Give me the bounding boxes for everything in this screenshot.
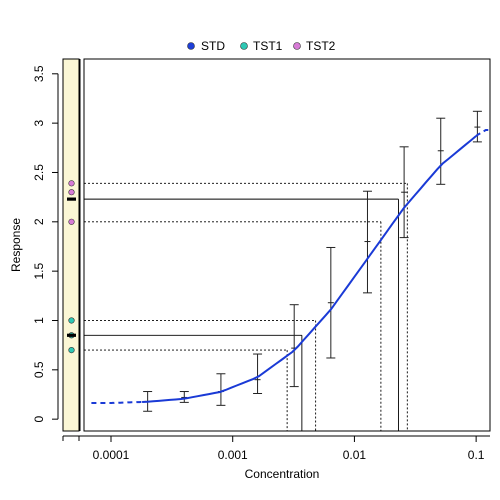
tst1-mean-bar — [67, 333, 76, 337]
legend-label-tst1: TST1 — [253, 39, 283, 53]
tst2-mean-bar — [67, 197, 76, 201]
tst1-replicate-point — [68, 346, 75, 354]
legend-marker-tst1 — [240, 42, 248, 50]
x-tick-label: 0.0001 — [93, 448, 130, 462]
x-tick-label: 0.001 — [218, 448, 248, 462]
legend: STD TST1 TST2 — [187, 39, 336, 53]
standard-curve-fit — [142, 135, 477, 403]
x-tick-label: 0.1 — [468, 448, 485, 462]
y-tick-label: 2.5 — [32, 164, 46, 181]
x-axis-title: Concentration — [245, 467, 320, 481]
interpolation-lines — [84, 182, 408, 431]
legend-marker-std — [187, 42, 195, 50]
y-tick-label: 0 — [32, 416, 46, 423]
y-axis-title: Response — [9, 218, 23, 272]
legend-label-std: STD — [201, 39, 225, 53]
y-tick-label: 1 — [32, 317, 46, 324]
y-tick-label: 2 — [32, 218, 46, 225]
standard-curve — [91, 129, 490, 404]
y-tick-label: 0.5 — [32, 361, 46, 378]
legend-marker-tst2 — [293, 42, 301, 50]
side-panel-points — [67, 59, 81, 431]
y-axis: 0 0.5 1 1.5 2 2.5 3 3.5 — [32, 65, 59, 423]
y-tick-label: 1.5 — [32, 262, 46, 279]
standard-curve-extrapolation-high — [475, 129, 490, 137]
test-sample-side-panel — [62, 58, 80, 432]
y-tick-label: 3 — [32, 119, 46, 126]
x-tick-label: 0.01 — [343, 448, 367, 462]
tst2-replicate-point — [68, 189, 75, 196]
tst1-replicate-point — [68, 317, 75, 324]
tst2-replicate-point — [68, 180, 75, 187]
tst2-replicate-point — [68, 218, 75, 225]
legend-label-tst2: TST2 — [306, 39, 336, 53]
y-tick-label: 3.5 — [32, 65, 46, 82]
x-axis: 0.0001 0.001 0.01 0.1 — [62, 435, 490, 462]
